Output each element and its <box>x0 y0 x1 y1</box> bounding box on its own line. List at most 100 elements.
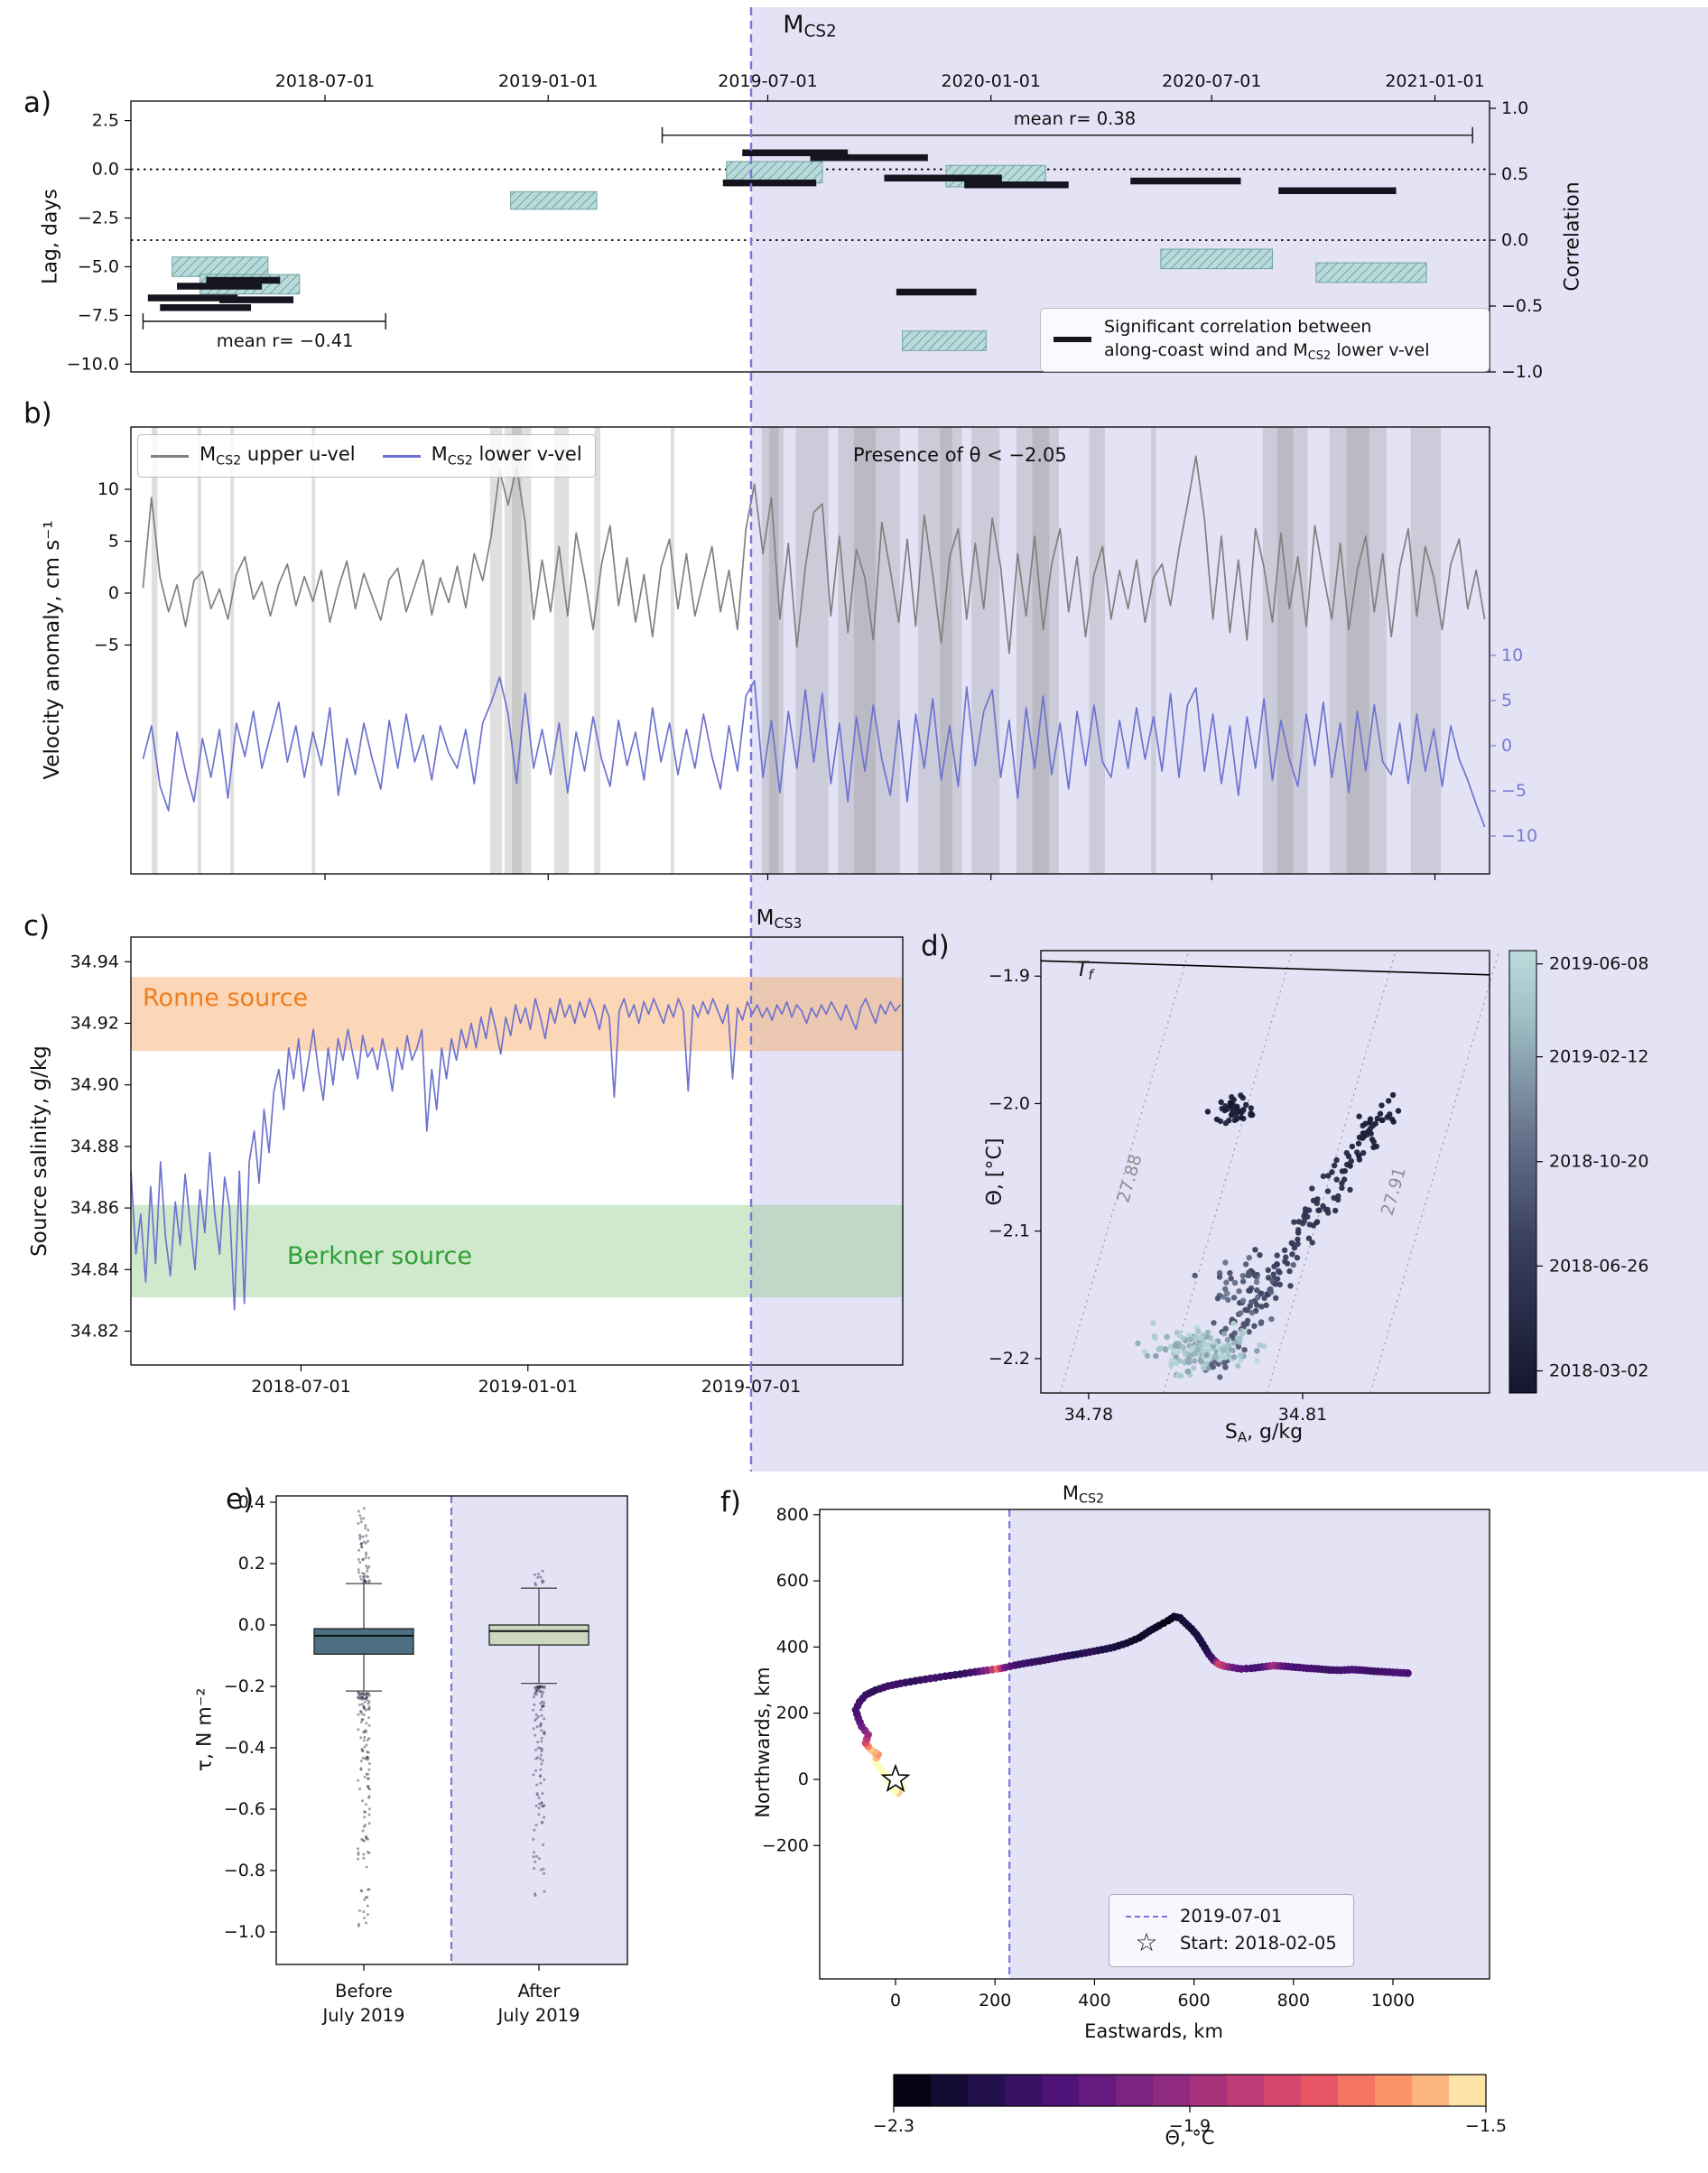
svg-text:2018-03-02: 2018-03-02 <box>1549 1361 1648 1381</box>
svg-text:34.88: 34.88 <box>70 1137 119 1156</box>
panel-f-title-sub: CS2 <box>1079 1491 1105 1507</box>
start-star-icon: ☆ <box>1135 1927 1158 1957</box>
svg-text:−10: −10 <box>1501 826 1537 846</box>
svg-text:2020-01-01: 2020-01-01 <box>942 71 1041 91</box>
panel-d-colorbar <box>1508 950 1537 1394</box>
svg-text:2020-07-01: 2020-07-01 <box>1162 71 1261 91</box>
svg-text:34.84: 34.84 <box>70 1259 119 1279</box>
uvel-label-main: M <box>200 443 217 465</box>
svg-text:−200: −200 <box>762 1835 809 1855</box>
svg-text:0: 0 <box>890 1991 901 2010</box>
panel-a-legend-text: Significant correlation between along-co… <box>1104 315 1430 365</box>
svg-text:2021-01-01: 2021-01-01 <box>1385 71 1484 91</box>
svg-text:−2.2: −2.2 <box>989 1349 1030 1369</box>
svg-text:−2.3: −2.3 <box>873 2116 914 2136</box>
svg-text:0: 0 <box>108 583 119 603</box>
panel-a-ylabel: Lag, days <box>39 189 62 284</box>
panel-f-legend-entry-divider: 2019-07-01 <box>1126 1906 1337 1927</box>
panel-f-ylabel: Northwards, km <box>752 1667 774 1818</box>
panel-a-legend-line2-sub: CS2 <box>1307 349 1332 364</box>
panel-f-legend: 2019-07-01 ☆ Start: 2018-02-05 <box>1109 1894 1354 1967</box>
svg-text:−1.5: −1.5 <box>1465 2116 1507 2136</box>
panel-f-title: MCS2 <box>1063 1482 1104 1507</box>
svg-text:2019-01-01: 2019-01-01 <box>478 1377 578 1397</box>
svg-text:2019-07-01: 2019-07-01 <box>718 71 817 91</box>
panel-e-ylabel: τ, N m⁻² <box>193 1687 217 1772</box>
svg-text:0: 0 <box>798 1769 809 1789</box>
svg-text:mean r= 0.38: mean r= 0.38 <box>1014 108 1136 129</box>
svg-text:mean r= −0.41: mean r= −0.41 <box>217 330 354 351</box>
svg-text:−1.0: −1.0 <box>1501 362 1543 382</box>
uvel-label-post: upper u-vel <box>241 443 356 465</box>
panel-a-y2label: Correlation <box>1561 181 1584 292</box>
svg-text:34.90: 34.90 <box>70 1075 119 1095</box>
svg-text:−10.0: −10.0 <box>67 354 119 374</box>
svg-text:−0.2: −0.2 <box>224 1676 265 1696</box>
panel-a-legend: Significant correlation between along-co… <box>1040 308 1490 372</box>
panel-a-title: MCS2 <box>783 11 836 42</box>
upper-uvel-label: MCS2 upper u-vel <box>200 441 356 470</box>
svg-text:2019-06-08: 2019-06-08 <box>1549 954 1648 974</box>
svg-text:400: 400 <box>776 1637 809 1657</box>
panel-c-letter: c) <box>23 910 51 943</box>
svg-text:2018-06-26: 2018-06-26 <box>1549 1256 1648 1276</box>
panel-d-xlabel-sub: A <box>1237 1428 1248 1445</box>
divider-date-label: 2019-07-01 <box>1180 1906 1283 1927</box>
svg-text:1.0: 1.0 <box>1501 98 1528 118</box>
panel-b-ylabel: Velocity anomaly, cm s⁻¹ <box>41 520 64 780</box>
divider-date-line-swatch <box>1126 1915 1167 1918</box>
panel-a-title-main: M <box>783 11 804 39</box>
svg-text:2018-07-01: 2018-07-01 <box>251 1377 350 1397</box>
panel-d-xlabel-main: S <box>1224 1421 1238 1444</box>
svg-text:0.0: 0.0 <box>92 160 119 180</box>
svg-text:0.5: 0.5 <box>1501 164 1528 184</box>
boxplot-label-after: After July 2019 <box>498 1979 580 2029</box>
panel-b-letter: b) <box>23 397 52 430</box>
svg-text:0: 0 <box>1501 736 1512 756</box>
svg-text:10: 10 <box>1501 645 1523 665</box>
panel-f-legend-entry-start: ☆ Start: 2018-02-05 <box>1126 1927 1337 1957</box>
svg-text:2019-07-01: 2019-07-01 <box>701 1377 801 1397</box>
panel-c-title-main: M <box>756 906 775 930</box>
svg-text:−1.9: −1.9 <box>1169 2116 1211 2136</box>
boxplot-label-before: Before July 2019 <box>323 1979 405 2029</box>
svg-text:−1.9: −1.9 <box>989 966 1030 986</box>
presence-theta-label: Presence of θ < −2.05 <box>853 444 1067 466</box>
svg-text:2018-10-20: 2018-10-20 <box>1549 1152 1648 1172</box>
panel-a-legend-line2-pre: along-coast wind and M <box>1104 340 1308 361</box>
svg-text:0.2: 0.2 <box>238 1554 265 1574</box>
svg-text:600: 600 <box>776 1571 809 1591</box>
trajectory-start-star <box>880 1763 911 1792</box>
start-date-label: Start: 2018-02-05 <box>1180 1932 1337 1954</box>
panel-b-legend: MCS2 upper u-vel MCS2 lower v-vel <box>137 434 596 478</box>
panel-d-letter: d) <box>921 930 950 962</box>
panel-f-title-main: M <box>1062 1482 1080 1504</box>
svg-text:0.0: 0.0 <box>1501 230 1528 250</box>
svg-text:34.92: 34.92 <box>70 1013 119 1033</box>
panel-a-title-sub: CS2 <box>803 22 837 42</box>
before-line2: July 2019 <box>322 2005 405 2027</box>
svg-text:1000: 1000 <box>1371 1991 1415 2010</box>
svg-text:−7.5: −7.5 <box>78 305 119 325</box>
svg-text:800: 800 <box>776 1505 809 1525</box>
upper-uvel-line-swatch <box>151 454 189 458</box>
svg-text:34.94: 34.94 <box>70 952 119 971</box>
berkner-source-label: Berkner source <box>287 1242 472 1270</box>
svg-text:34.81: 34.81 <box>1278 1405 1327 1425</box>
panel-d-ylabel: Θ, [°C] <box>983 1138 1007 1206</box>
after-line2: July 2019 <box>497 2005 580 2027</box>
svg-text:0.0: 0.0 <box>238 1615 265 1635</box>
panel-e-letter: e) <box>226 1483 255 1516</box>
tf-label-sub: f <box>1088 966 1093 983</box>
vvel-label-main: M <box>431 443 448 465</box>
svg-text:200: 200 <box>776 1704 809 1723</box>
svg-text:10: 10 <box>97 479 119 499</box>
panel-a: mean r= 0.38 mean r= −0.41 2018-07-01 2019-… <box>67 71 1543 382</box>
lower-vvel-label: MCS2 lower v-vel <box>432 441 582 470</box>
lower-vvel-line-swatch <box>382 454 421 458</box>
svg-text:200: 200 <box>979 1991 1011 2010</box>
svg-text:−5.0: −5.0 <box>78 256 119 276</box>
significant-correlation-line-swatch <box>1054 337 1091 343</box>
after-line1: After <box>517 1981 561 2001</box>
